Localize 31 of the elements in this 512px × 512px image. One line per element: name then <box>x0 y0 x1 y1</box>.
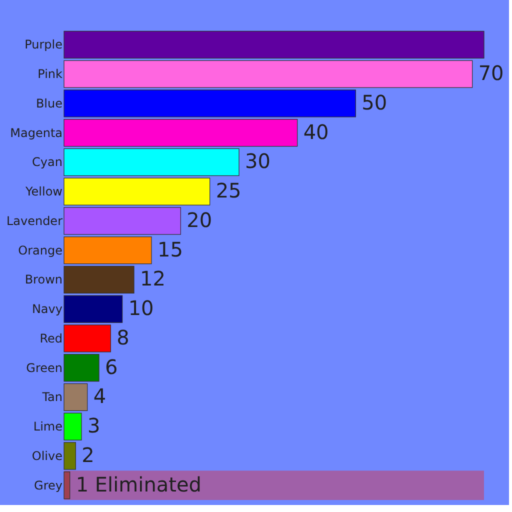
y-tick-label: Brown <box>24 272 62 287</box>
y-tick-label: Magenta <box>10 126 62 140</box>
y-tick-label: Lime <box>33 420 62 434</box>
y-tick-label: Purple <box>24 38 62 52</box>
y-tick-label: Cyan <box>32 155 62 170</box>
data-label: 1 Eliminated <box>76 472 202 496</box>
y-tick-label: Green <box>26 360 62 375</box>
y-tick-label: Orange <box>18 243 62 258</box>
y-tick-label: Tan <box>41 390 62 404</box>
data-label: 70 <box>478 61 504 86</box>
data-label: 40 <box>303 120 329 144</box>
data-label: 15 <box>158 237 183 262</box>
y-tick-label: Navy <box>32 302 62 316</box>
y-tick-label: Yellow <box>24 184 63 199</box>
y-tick-label: Olive <box>32 448 62 463</box>
data-label: 30 <box>245 149 270 174</box>
data-label: 3 <box>88 414 100 438</box>
data-label: 12 <box>140 266 166 291</box>
data-label: 25 <box>216 178 242 203</box>
data-label: 8 <box>116 325 130 350</box>
data-label: 20 <box>186 208 212 232</box>
data-label: 10 <box>128 296 154 320</box>
data-label: 2 <box>82 442 94 467</box>
y-tick-label: Blue <box>36 96 62 110</box>
y-tick-label: Pink <box>38 67 63 82</box>
data-label: 50 <box>362 90 388 114</box>
y-tick-label: Lavender <box>6 214 63 228</box>
data-label: 6 <box>105 354 118 379</box>
y-tick-label: Red <box>40 331 62 346</box>
y-tick-label: Grey <box>34 478 62 492</box>
data-label: 4 <box>93 384 106 408</box>
